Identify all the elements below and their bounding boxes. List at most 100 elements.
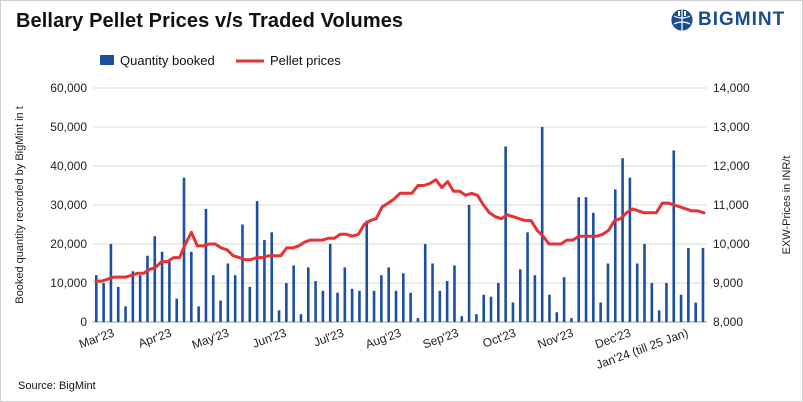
bar <box>467 205 471 322</box>
bar <box>650 283 654 322</box>
bar <box>285 283 288 322</box>
bar <box>168 259 171 322</box>
bar <box>511 302 515 322</box>
bar <box>124 306 127 322</box>
x-tick-label: Apr'23 <box>136 326 173 351</box>
bar <box>314 281 317 322</box>
bar <box>270 232 274 322</box>
bar <box>475 314 478 322</box>
bar <box>211 275 215 322</box>
bar <box>555 312 559 322</box>
y-left-tick-label: 40,000 <box>50 159 87 173</box>
x-tick-label: Jul'23 <box>312 326 346 350</box>
bar <box>482 294 486 322</box>
bar <box>321 290 325 322</box>
bar <box>665 283 668 322</box>
bar <box>460 316 464 322</box>
bar <box>548 294 551 322</box>
bar <box>138 275 142 322</box>
bar <box>219 300 222 322</box>
y-right-tick-label: 8,000 <box>713 315 743 329</box>
bar <box>358 290 361 322</box>
bar <box>131 271 135 322</box>
bar <box>160 251 164 322</box>
bar <box>197 306 200 322</box>
y-left-tick-label: 10,000 <box>50 276 87 290</box>
bar <box>657 310 661 322</box>
bar <box>621 158 624 322</box>
bar <box>592 212 595 322</box>
bar <box>241 224 244 322</box>
bar <box>635 263 639 322</box>
bar <box>453 265 456 322</box>
legend: Quantity booked Pellet prices <box>100 53 341 68</box>
bar <box>175 298 179 322</box>
bar <box>102 283 105 322</box>
y-right-tick-label: 13,000 <box>713 120 750 134</box>
bar <box>204 208 208 322</box>
bar <box>687 247 690 322</box>
bar <box>372 290 376 322</box>
chart-title: Bellary Pellet Prices v/s Traded Volumes <box>16 10 404 32</box>
bigmint-logo <box>670 8 694 32</box>
bar <box>409 292 412 322</box>
bar <box>365 220 369 322</box>
price-line <box>94 178 706 283</box>
bar <box>599 302 602 322</box>
y-left-tick-label: 60,000 <box>50 81 87 95</box>
bar <box>226 263 230 322</box>
legend-bar-swatch <box>100 55 114 65</box>
bar <box>306 267 310 322</box>
logo-text: BIGMINT <box>698 9 786 30</box>
bar <box>263 240 266 322</box>
bar <box>402 273 405 322</box>
bar <box>577 197 581 322</box>
bar <box>701 247 705 322</box>
y-left-tick-label: 20,000 <box>50 237 87 251</box>
bar <box>584 197 588 322</box>
x-tick-label: Oct'23 <box>481 326 518 351</box>
y-axis-left-label: Booked quantity recorded by BigMint in t <box>14 106 26 304</box>
bar <box>672 150 676 322</box>
bar <box>423 244 427 322</box>
bar <box>255 201 259 322</box>
bar <box>328 244 332 322</box>
bar <box>438 290 442 322</box>
bar <box>343 267 347 322</box>
bar <box>190 251 193 322</box>
bar <box>628 177 632 322</box>
x-tick-label: May'23 <box>190 326 231 352</box>
x-tick-label: Mar'23 <box>77 326 116 352</box>
bar <box>518 269 522 322</box>
legend-label-quantity: Quantity booked <box>120 53 215 68</box>
bar <box>431 263 434 322</box>
bar <box>562 277 566 322</box>
y-right-tick-label: 12,000 <box>713 159 750 173</box>
bar <box>533 275 537 322</box>
bar <box>153 236 157 322</box>
y-right-tick-label: 9,000 <box>713 276 743 290</box>
bar <box>299 314 303 322</box>
x-tick-label: Nov'23 <box>536 326 576 352</box>
bar <box>526 232 529 322</box>
bar <box>277 310 281 322</box>
bar <box>394 290 398 322</box>
bar <box>248 286 252 322</box>
bar <box>380 275 383 322</box>
bar <box>606 263 610 322</box>
bar <box>613 189 617 322</box>
bar <box>445 281 449 322</box>
y-left-tick-label: 50,000 <box>50 120 87 134</box>
y-right-tick-label: 11,000 <box>713 198 749 212</box>
bar <box>292 265 295 322</box>
bar <box>570 318 573 322</box>
y-axis-right-label: EXW-Prices in INR/t <box>781 156 793 255</box>
bar <box>146 255 149 322</box>
bar <box>387 267 390 322</box>
source-note: Source: BigMint <box>18 380 96 392</box>
y-right-tick-label: 10,000 <box>713 237 750 251</box>
y-left-tick-label: 0 <box>80 315 87 329</box>
x-tick-label: Aug'23 <box>363 326 403 352</box>
bar <box>350 288 354 322</box>
bar <box>540 127 544 322</box>
